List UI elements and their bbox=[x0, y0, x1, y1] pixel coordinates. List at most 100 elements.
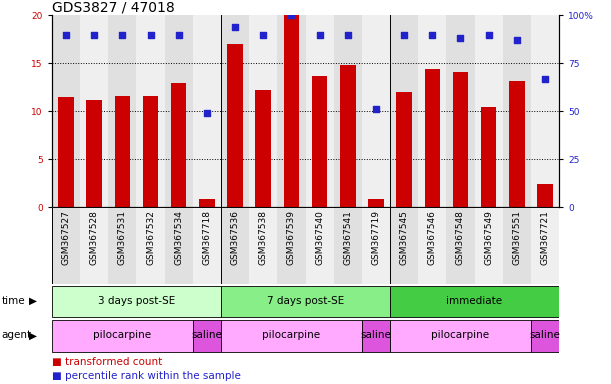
Text: ■ transformed count: ■ transformed count bbox=[52, 358, 162, 367]
Bar bbox=[199, 199, 214, 207]
Bar bbox=[221, 207, 249, 284]
Text: GSM367539: GSM367539 bbox=[287, 210, 296, 265]
Text: 3 days post-SE: 3 days post-SE bbox=[98, 296, 175, 306]
Text: GSM367538: GSM367538 bbox=[258, 210, 268, 265]
Bar bbox=[277, 15, 306, 207]
Bar bbox=[390, 207, 418, 284]
FancyBboxPatch shape bbox=[362, 320, 390, 352]
Point bbox=[512, 37, 522, 43]
Bar bbox=[340, 65, 356, 207]
Point bbox=[258, 31, 268, 38]
FancyBboxPatch shape bbox=[221, 320, 362, 352]
Bar bbox=[136, 207, 164, 284]
Text: GSM367548: GSM367548 bbox=[456, 210, 465, 265]
Point bbox=[428, 31, 437, 38]
Text: GSM367540: GSM367540 bbox=[315, 210, 324, 265]
Point bbox=[145, 31, 155, 38]
FancyBboxPatch shape bbox=[193, 320, 221, 352]
Bar bbox=[447, 207, 475, 284]
Bar bbox=[143, 96, 158, 207]
Bar bbox=[503, 207, 531, 284]
Point bbox=[174, 31, 184, 38]
Bar bbox=[306, 207, 334, 284]
Point bbox=[456, 35, 466, 41]
Bar bbox=[58, 97, 74, 207]
Text: agent: agent bbox=[1, 330, 31, 340]
Bar bbox=[277, 207, 306, 284]
Bar bbox=[52, 207, 80, 284]
Bar bbox=[306, 15, 334, 207]
Text: GSM367527: GSM367527 bbox=[62, 210, 70, 265]
Point bbox=[540, 76, 550, 82]
Bar bbox=[312, 76, 327, 207]
Bar bbox=[368, 199, 384, 207]
Text: ▶: ▶ bbox=[29, 296, 37, 306]
Bar bbox=[362, 15, 390, 207]
Bar bbox=[249, 15, 277, 207]
Point bbox=[202, 110, 212, 116]
Text: GSM367545: GSM367545 bbox=[400, 210, 409, 265]
Point bbox=[89, 31, 99, 38]
Text: immediate: immediate bbox=[447, 296, 503, 306]
Bar bbox=[221, 15, 249, 207]
Point bbox=[117, 31, 127, 38]
FancyBboxPatch shape bbox=[531, 320, 559, 352]
Bar bbox=[531, 207, 559, 284]
Bar bbox=[390, 15, 418, 207]
Text: GSM367719: GSM367719 bbox=[371, 210, 381, 265]
Text: GSM367721: GSM367721 bbox=[541, 210, 549, 265]
Bar bbox=[115, 96, 130, 207]
Text: GSM367549: GSM367549 bbox=[484, 210, 493, 265]
Point bbox=[287, 12, 296, 18]
Bar bbox=[52, 15, 80, 207]
Text: GSM367551: GSM367551 bbox=[512, 210, 521, 265]
Bar bbox=[397, 92, 412, 207]
Text: GSM367532: GSM367532 bbox=[146, 210, 155, 265]
Bar bbox=[537, 184, 553, 207]
Text: GSM367541: GSM367541 bbox=[343, 210, 353, 265]
FancyBboxPatch shape bbox=[52, 320, 193, 352]
FancyBboxPatch shape bbox=[390, 320, 531, 352]
Point bbox=[61, 31, 71, 38]
Bar bbox=[418, 15, 447, 207]
Text: GSM367531: GSM367531 bbox=[118, 210, 127, 265]
FancyBboxPatch shape bbox=[390, 286, 559, 317]
Bar bbox=[362, 207, 390, 284]
FancyBboxPatch shape bbox=[221, 286, 390, 317]
Bar bbox=[531, 15, 559, 207]
Bar bbox=[136, 15, 164, 207]
Bar bbox=[193, 15, 221, 207]
Text: GSM367546: GSM367546 bbox=[428, 210, 437, 265]
Bar bbox=[86, 100, 102, 207]
Text: time: time bbox=[1, 296, 25, 306]
Text: saline: saline bbox=[530, 330, 560, 340]
Bar bbox=[164, 207, 193, 284]
Bar bbox=[171, 83, 186, 207]
Text: ■ percentile rank within the sample: ■ percentile rank within the sample bbox=[52, 371, 241, 381]
Bar bbox=[164, 15, 193, 207]
Bar bbox=[193, 207, 221, 284]
Bar bbox=[475, 207, 503, 284]
Text: GSM367528: GSM367528 bbox=[90, 210, 99, 265]
Bar bbox=[80, 15, 108, 207]
Bar bbox=[418, 207, 447, 284]
Text: saline: saline bbox=[191, 330, 222, 340]
Bar bbox=[108, 15, 136, 207]
Text: GSM367536: GSM367536 bbox=[230, 210, 240, 265]
Point bbox=[484, 31, 494, 38]
Text: pilocarpine: pilocarpine bbox=[262, 330, 321, 340]
Bar bbox=[255, 90, 271, 207]
Bar bbox=[80, 207, 108, 284]
FancyBboxPatch shape bbox=[52, 286, 221, 317]
Bar bbox=[425, 69, 440, 207]
Bar bbox=[334, 15, 362, 207]
Text: 7 days post-SE: 7 days post-SE bbox=[267, 296, 344, 306]
Text: pilocarpine: pilocarpine bbox=[431, 330, 489, 340]
Point bbox=[399, 31, 409, 38]
Bar bbox=[249, 207, 277, 284]
Point bbox=[230, 24, 240, 30]
Point bbox=[315, 31, 324, 38]
Text: GSM367718: GSM367718 bbox=[202, 210, 211, 265]
Point bbox=[343, 31, 353, 38]
Bar bbox=[108, 207, 136, 284]
